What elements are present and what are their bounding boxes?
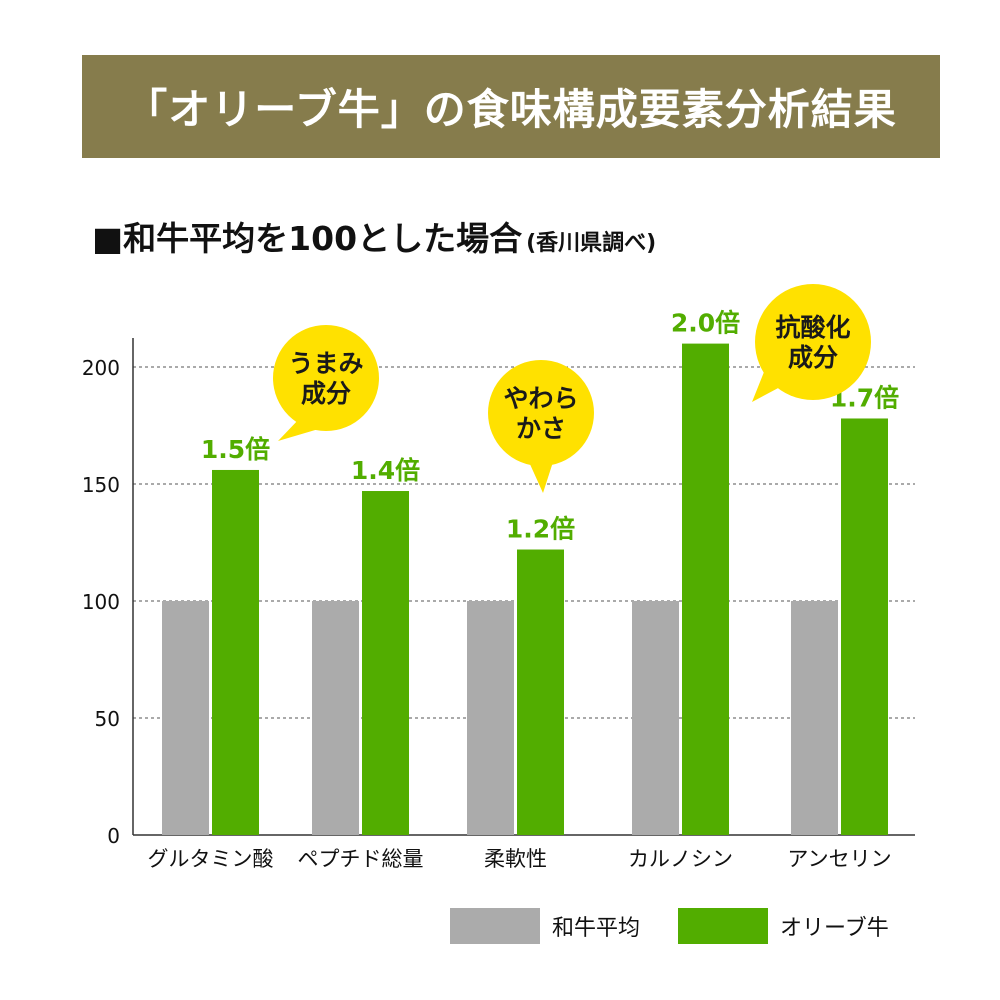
annotation-text-1-1: かさ (516, 414, 566, 443)
bar-wagyu-4 (791, 601, 838, 835)
page-title: 「オリーブ牛」の食味構成要素分析結果 (125, 85, 897, 134)
annotation-bubble-2 (755, 284, 871, 400)
legend-swatch-olive (678, 908, 769, 944)
annotation-text-1-0: やわら (503, 384, 578, 413)
legend-item-olive: オリーブ牛 (678, 908, 889, 944)
bar-olive-0 (212, 469, 259, 835)
legend-label-olive: オリーブ牛 (780, 916, 889, 941)
bar-olive-2 (517, 549, 564, 835)
data-label-0: 1.5倍 (201, 435, 270, 464)
bar-olive-1 (362, 491, 409, 835)
annotation-text-2-1: 成分 (788, 343, 838, 372)
data-label-1: 1.4倍 (351, 456, 420, 485)
legend-item-wagyu: 和牛平均 (450, 908, 640, 944)
bar-wagyu-1 (312, 601, 359, 835)
legend-label-wagyu: 和牛平均 (552, 916, 641, 941)
x-tick-label-1: ペプチド総量 (298, 847, 424, 871)
annotation-text-2-0: 抗酸化 (775, 313, 850, 342)
chart-subtitle: ■和牛平均を100とした場合 (香川県調べ) (92, 212, 656, 260)
y-tick-label-0: 0 (107, 824, 120, 848)
x-tick-label-2: 柔軟性 (484, 847, 547, 871)
y-tick-label-100: 100 (82, 590, 120, 614)
subtitle-main: ■和牛平均を100とした場合 (92, 219, 523, 258)
subtitle-source: (香川県調べ) (526, 231, 657, 256)
legend-swatch-wagyu (450, 908, 540, 944)
bar-olive-3 (682, 343, 729, 835)
annotation-text-0-0: うまみ (288, 349, 363, 378)
data-label-2: 1.2倍 (506, 515, 575, 544)
y-tick-label-50: 50 (95, 707, 120, 731)
x-tick-label-3: カルノシン (628, 847, 733, 871)
x-tick-label-0: グルタミン酸 (148, 847, 274, 871)
annotation-bubble-1 (488, 360, 594, 466)
chart-legend: 和牛平均 オリーブ牛 (450, 908, 927, 944)
bar-wagyu-2 (467, 601, 514, 835)
annotation-bubble-tail-1 (529, 462, 553, 493)
y-tick-label-200: 200 (82, 356, 120, 380)
annotation-bubble-0 (273, 325, 379, 431)
annotation-bubble-tail-2 (752, 362, 782, 402)
data-label-3: 2.0倍 (671, 309, 740, 338)
x-tick-label-4: アンセリン (787, 847, 891, 871)
bar-wagyu-3 (632, 601, 679, 835)
bar-wagyu-0 (162, 601, 209, 835)
y-tick-label-150: 150 (82, 473, 120, 497)
title-banner: 「オリーブ牛」の食味構成要素分析結果 (82, 55, 940, 158)
bar-olive-4 (841, 418, 888, 835)
annotation-text-0-1: 成分 (301, 379, 351, 408)
